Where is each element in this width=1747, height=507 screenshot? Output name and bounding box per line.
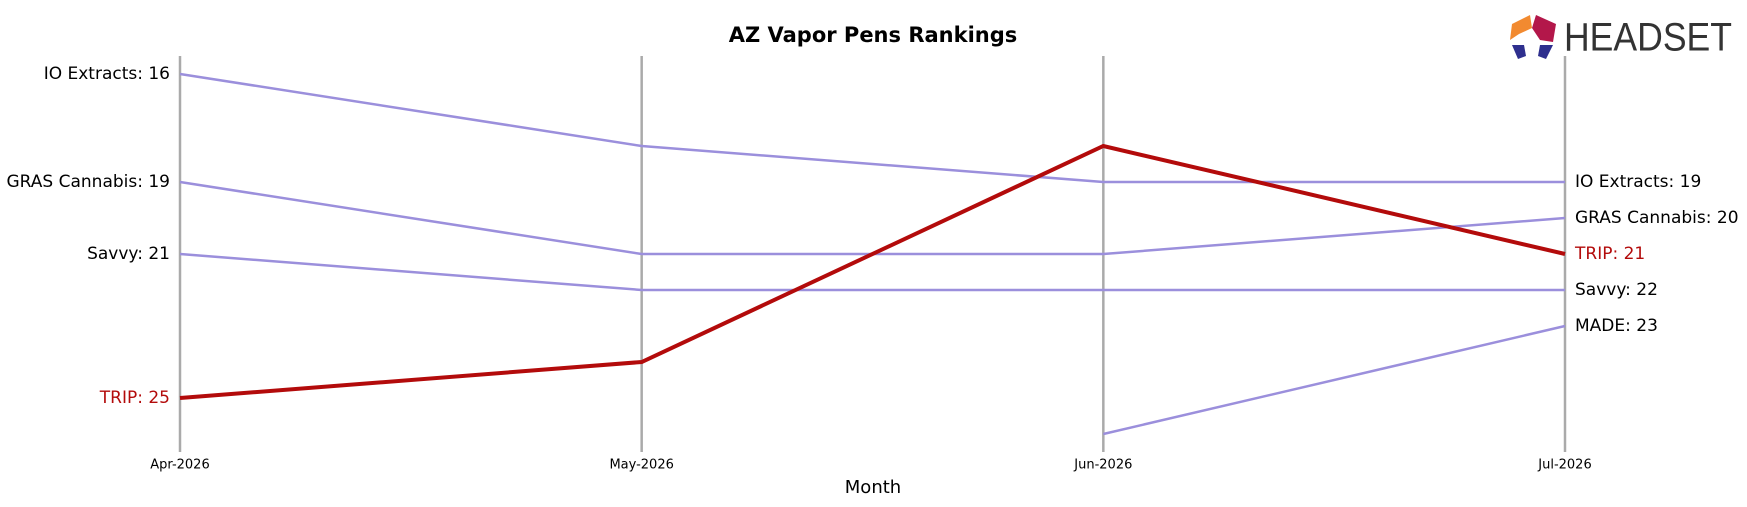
value-label: Savvy: 21: [87, 244, 170, 264]
x-tick-label: Apr-2026: [150, 458, 209, 473]
x-tick-label: Jun-2026: [1073, 458, 1132, 473]
logo-text: HEADSET: [1564, 16, 1732, 60]
series-line: [179, 143, 1566, 400]
value-label: Savvy: 22: [1575, 280, 1658, 300]
value-label: MADE: 23: [1575, 316, 1658, 336]
x-tick-label: Jul-2026: [1537, 458, 1591, 473]
logo-icon: [1532, 15, 1556, 42]
value-label: TRIP: 25: [99, 388, 170, 408]
x-axis-label: Month: [845, 477, 901, 498]
value-label: GRAS Cannabis: 20: [1575, 208, 1739, 228]
value-label: IO Extracts: 16: [44, 64, 170, 84]
series-line: [179, 252, 1565, 292]
value-label: GRAS Cannabis: 19: [6, 172, 170, 192]
series-line: [1103, 324, 1566, 436]
logo: HEADSET: [1510, 15, 1732, 60]
logo-icon: [1510, 15, 1532, 40]
series-line: [179, 180, 1566, 256]
value-label: IO Extracts: 19: [1575, 172, 1701, 192]
logo-icon: [1538, 45, 1553, 59]
series-line: [179, 72, 1565, 184]
logo-icon: [1512, 45, 1526, 59]
x-tick-label: May-2026: [609, 458, 673, 473]
chart-title: AZ Vapor Pens Rankings: [729, 23, 1018, 47]
value-label: TRIP: 21: [1574, 244, 1645, 264]
